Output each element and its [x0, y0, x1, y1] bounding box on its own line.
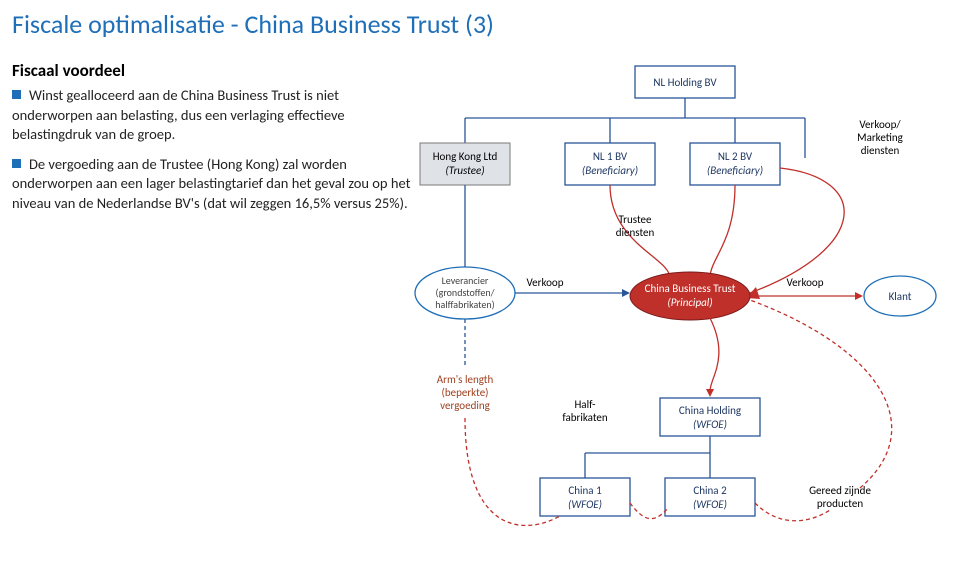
svg-text:Klant: Klant [889, 290, 912, 303]
svg-text:Arm's length: Arm's length [437, 373, 494, 386]
svg-text:diensten: diensten [861, 144, 900, 157]
svg-text:(Principal): (Principal) [667, 296, 712, 309]
svg-text:NL 1 BV: NL 1 BV [593, 150, 628, 163]
svg-text:halffabrikaten): halffabrikaten) [435, 298, 494, 311]
svg-text:China 2: China 2 [693, 484, 727, 497]
svg-text:vergoeding: vergoeding [440, 399, 490, 412]
page-title: Fiscale optimalisatie - China Business T… [12, 8, 494, 40]
svg-text:China 1: China 1 [568, 484, 602, 497]
svg-text:Verkoop: Verkoop [526, 276, 563, 289]
svg-text:(Trustee): (Trustee) [445, 164, 484, 177]
svg-text:Verkoop/: Verkoop/ [859, 118, 901, 131]
bullet-item: De vergoeding aan de Trustee (Hong Kong)… [12, 155, 410, 212]
svg-text:(WFOE): (WFOE) [693, 418, 727, 431]
bullet-item: Winst gealloceerd aan de China Business … [12, 86, 345, 143]
svg-text:Hong Kong Ltd: Hong Kong Ltd [433, 150, 498, 163]
svg-text:fabrikaten: fabrikaten [562, 411, 608, 424]
svg-text:(WFOE): (WFOE) [693, 498, 727, 511]
svg-text:(Beneficiary): (Beneficiary) [707, 164, 763, 177]
svg-text:Verkoop: Verkoop [786, 276, 823, 289]
svg-text:NL 2 BV: NL 2 BV [718, 150, 753, 163]
svg-text:Marketing: Marketing [857, 131, 903, 144]
svg-text:(Beneficiary): (Beneficiary) [582, 164, 638, 177]
svg-text:China Business Trust: China Business Trust [645, 282, 736, 295]
svg-text:Half-: Half- [574, 398, 595, 411]
svg-text:(WFOE): (WFOE) [568, 498, 602, 511]
node-holding-label: NL Holding BV [653, 76, 717, 89]
diagram: NL Holding BV Hong Kong Ltd (Trustee) NL… [410, 48, 960, 576]
svg-text:China Holding: China Holding [679, 404, 741, 417]
svg-text:diensten: diensten [616, 226, 655, 239]
svg-text:Trustee: Trustee [619, 213, 653, 226]
svg-text:(beperkte): (beperkte) [442, 386, 489, 399]
section-subhead: Fiscaal voordeel [12, 60, 125, 81]
svg-text:producten: producten [817, 497, 863, 510]
bullet-list: Winst gealloceerd aan de China Business … [12, 86, 412, 223]
